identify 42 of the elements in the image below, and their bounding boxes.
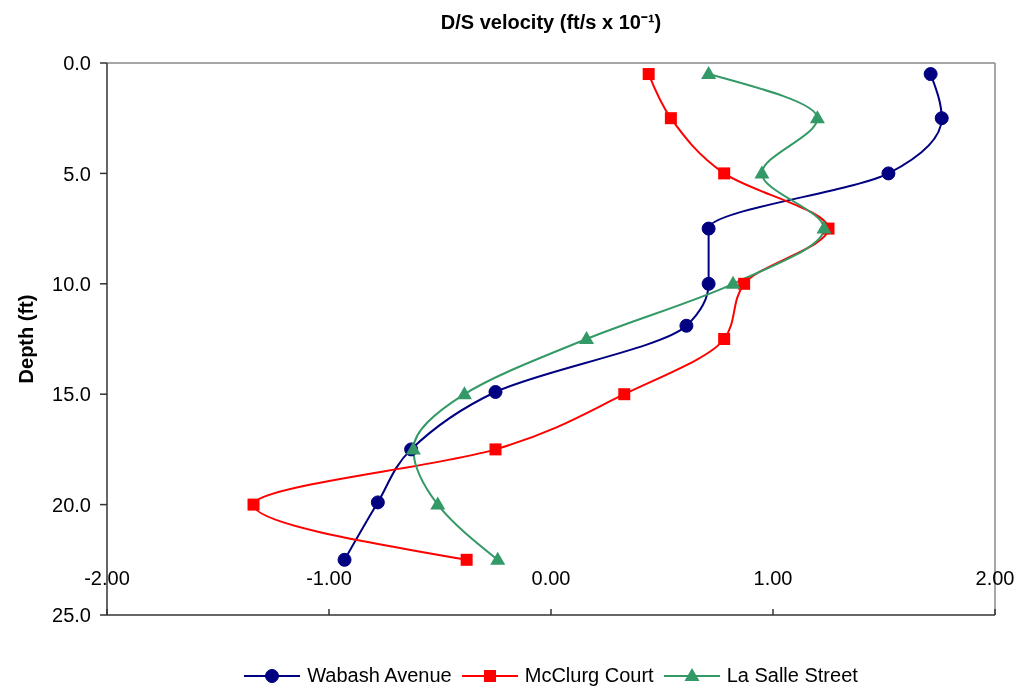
point — [679, 318, 694, 333]
legend-label: McClurg Court — [524, 664, 654, 687]
point — [816, 220, 832, 234]
point — [754, 165, 770, 179]
point — [718, 333, 731, 345]
point — [579, 331, 595, 344]
point — [642, 68, 655, 81]
point — [489, 443, 502, 456]
point — [701, 66, 717, 80]
y-tick-label: 0.0 — [63, 52, 91, 75]
point — [618, 388, 631, 401]
point — [738, 277, 751, 290]
y-tick-label: 5.0 — [63, 162, 91, 185]
y-tick-label: 20.0 — [52, 493, 91, 516]
point — [701, 221, 716, 236]
point — [490, 551, 506, 565]
point — [337, 552, 352, 567]
point — [701, 276, 716, 291]
point — [456, 386, 472, 400]
point — [370, 495, 385, 510]
point — [923, 67, 938, 82]
point — [430, 496, 446, 510]
point — [934, 111, 949, 126]
chart-title: D/S velocity (ft/s x 10⁻¹) — [439, 10, 663, 34]
y-tick-label: 15.0 — [52, 383, 91, 406]
y-axis-title: Depth (ft) — [15, 294, 38, 384]
point — [460, 553, 473, 566]
x-tick-label: 0.00 — [531, 567, 571, 590]
x-tick-label: 1.00 — [753, 567, 793, 590]
x-tick-label: -1.00 — [306, 567, 352, 590]
legend-label: La Salle Street — [726, 664, 858, 687]
legend-label: Wabash Avenue — [307, 664, 452, 687]
point — [718, 167, 731, 180]
point — [247, 498, 260, 511]
point — [881, 166, 896, 181]
x-tick-label: 2.00 — [975, 567, 1015, 590]
y-tick-label: 25.0 — [52, 604, 91, 627]
point — [725, 275, 741, 289]
y-tick-label: 10.0 — [52, 272, 91, 295]
point — [488, 384, 503, 399]
point — [809, 110, 825, 124]
point — [664, 112, 677, 125]
